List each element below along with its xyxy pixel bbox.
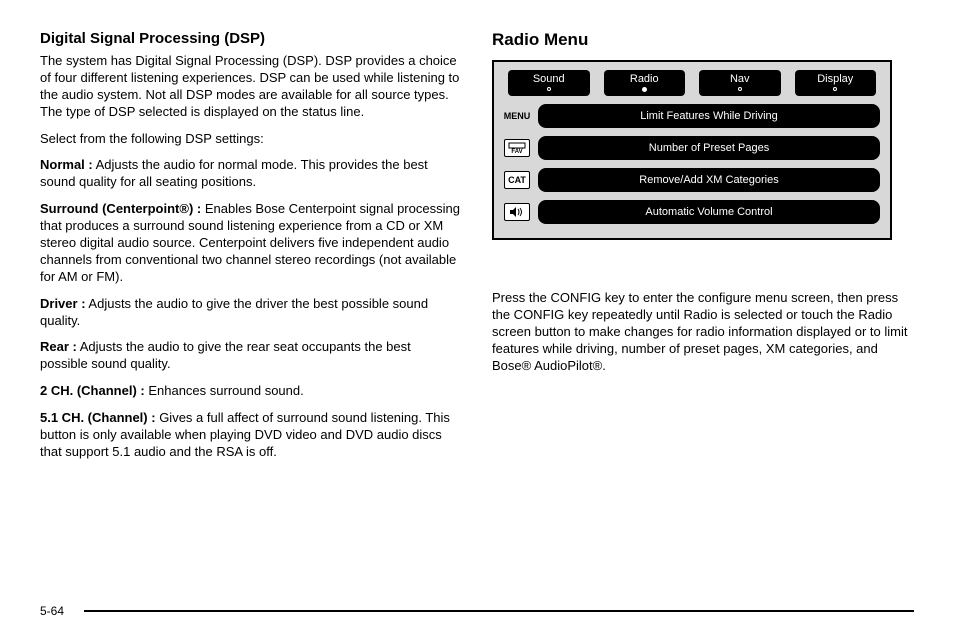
dsp-item: 5.1 CH. (Channel) : Gives a full affect … (40, 410, 462, 461)
right-column: Radio Menu Sound Radio Nav Display MENU … (492, 30, 914, 471)
dsp-item: Surround (Centerpoint®) : Enables Bose C… (40, 201, 462, 285)
tab-indicator-icon (833, 87, 837, 91)
radio-menu-heading: Radio Menu (492, 30, 914, 50)
tab-label: Radio (630, 73, 659, 85)
fav-icon: FAV (504, 139, 530, 157)
speaker-icon (504, 203, 530, 221)
tabs-row: Sound Radio Nav Display (504, 70, 880, 104)
menu-btn-auto-volume[interactable]: Automatic Volume Control (538, 200, 880, 224)
dsp-item: 2 CH. (Channel) : Enhances surround soun… (40, 383, 462, 400)
cat-icon: CAT (504, 171, 530, 189)
tab-indicator-icon (642, 87, 647, 92)
menu-row: MENU Limit Features While Driving (504, 104, 880, 128)
tab-radio[interactable]: Radio (604, 70, 686, 96)
tab-label: Sound (533, 73, 565, 85)
dsp-desc: Adjusts the audio to give the rear seat … (40, 339, 411, 371)
svg-text:FAV: FAV (511, 149, 522, 154)
page-number: 5-64 (40, 604, 64, 618)
menu-label-icon: MENU (504, 107, 530, 125)
dsp-desc: Adjusts the audio to give the driver the… (40, 296, 428, 328)
menu-btn-limit-features[interactable]: Limit Features While Driving (538, 104, 880, 128)
dsp-select-line: Select from the following DSP settings: (40, 131, 462, 148)
dsp-term: Driver : (40, 296, 86, 311)
tab-label: Display (817, 73, 853, 85)
tab-indicator-icon (738, 87, 742, 91)
menu-row: Automatic Volume Control (504, 200, 880, 224)
dsp-desc: Adjusts the audio for normal mode. This … (40, 157, 428, 189)
dsp-desc: Enhances surround sound. (145, 383, 304, 398)
menu-btn-xm-categories[interactable]: Remove/Add XM Categories (538, 168, 880, 192)
dsp-term: Rear : (40, 339, 77, 354)
tab-sound[interactable]: Sound (508, 70, 590, 96)
dsp-item: Normal : Adjusts the audio for normal mo… (40, 157, 462, 191)
dsp-heading: Digital Signal Processing (DSP) (40, 30, 462, 47)
tab-indicator-icon (547, 87, 551, 91)
tab-nav[interactable]: Nav (699, 70, 781, 96)
radio-menu-screenshot: Sound Radio Nav Display MENU Limit Featu… (492, 60, 892, 240)
dsp-term: 5.1 CH. (Channel) : (40, 410, 156, 425)
left-column: Digital Signal Processing (DSP) The syst… (40, 30, 462, 471)
menu-btn-preset-pages[interactable]: Number of Preset Pages (538, 136, 880, 160)
dsp-item: Rear : Adjusts the audio to give the rea… (40, 339, 462, 373)
menu-row: CAT Remove/Add XM Categories (504, 168, 880, 192)
page-footer: 5-64 (40, 604, 914, 618)
tab-display[interactable]: Display (795, 70, 877, 96)
dsp-term: Normal : (40, 157, 93, 172)
dsp-term: 2 CH. (Channel) : (40, 383, 145, 398)
tab-label: Nav (730, 73, 750, 85)
radio-menu-body: Press the CONFIG key to enter the config… (492, 290, 914, 374)
dsp-item: Driver : Adjusts the audio to give the d… (40, 296, 462, 330)
dsp-intro: The system has Digital Signal Processing… (40, 53, 462, 121)
menu-row: FAV Number of Preset Pages (504, 136, 880, 160)
footer-divider (84, 610, 914, 612)
menu-items: MENU Limit Features While Driving FAV Nu… (504, 104, 880, 224)
dsp-term: Surround (Centerpoint®) : (40, 201, 201, 216)
